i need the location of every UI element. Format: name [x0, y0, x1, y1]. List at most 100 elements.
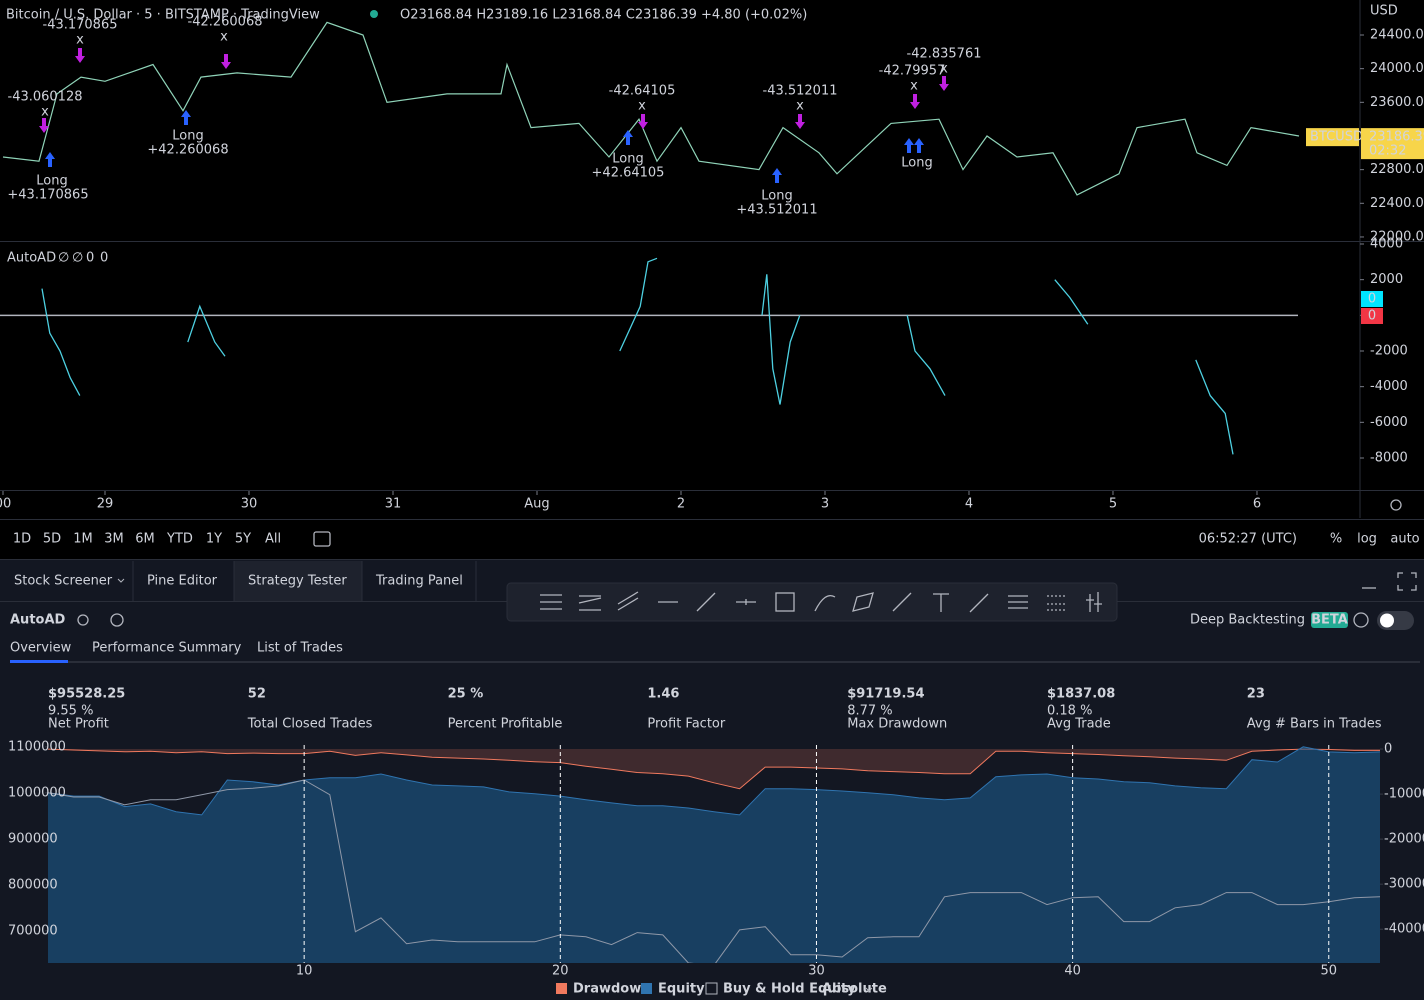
indicator-tick-label: -6000	[1370, 415, 1408, 430]
dropdown-caret	[117, 578, 125, 583]
y-tick-label: 700000	[8, 923, 58, 938]
scale-option[interactable]: %	[1330, 532, 1342, 547]
legend-swatch	[556, 983, 567, 994]
tool-icon[interactable]	[1086, 592, 1102, 612]
trade-annotation: x	[220, 30, 228, 45]
indicator-legend-value: ∅	[58, 251, 69, 266]
legend-label[interactable]: Equity	[658, 982, 705, 997]
trade-annotation: x	[796, 99, 804, 114]
tool-icon[interactable]	[892, 592, 912, 612]
tool-icon[interactable]	[1047, 595, 1067, 611]
time-tick-label: 6	[1253, 497, 1261, 512]
stat-value: 25 %	[448, 687, 484, 702]
y2-tick-label: -400000	[1384, 922, 1424, 937]
drawing-toolbar[interactable]	[506, 582, 1118, 622]
tool-icon[interactable]	[578, 595, 602, 611]
trade-annotation: +42.260068	[147, 143, 228, 158]
indicator-tick-label: 4000	[1370, 236, 1403, 251]
subtab[interactable]: List of Trades	[257, 641, 343, 656]
y2-tick-label: -100000	[1384, 787, 1424, 802]
range-button[interactable]: 5D	[43, 532, 61, 547]
y2-tick-label: 0	[1384, 742, 1392, 757]
legend-label[interactable]: Buy & Hold Equity	[723, 982, 856, 997]
panel-tab[interactable]: Stock Screener	[14, 574, 113, 589]
time-tick-label: 30	[241, 497, 258, 512]
tool-icon[interactable]	[736, 599, 756, 605]
help-icon[interactable]	[1353, 612, 1369, 628]
maximize-icon[interactable]	[1397, 572, 1417, 591]
tool-icon[interactable]	[696, 592, 716, 612]
subtab[interactable]: Overview	[10, 641, 72, 656]
exit-arrow	[910, 94, 920, 109]
trade-annotation: +43.170865	[7, 188, 88, 203]
price-tick-label: 22800.00	[1370, 162, 1424, 177]
indicator-line	[41, 257, 1234, 455]
stat-label: Total Closed Trades	[247, 717, 373, 732]
tool-icon[interactable]	[969, 593, 989, 613]
y-tick-label: 800000	[8, 877, 58, 892]
x-tick-label: 10	[296, 964, 313, 979]
alert-icon[interactable]	[110, 613, 124, 627]
exit-arrow	[39, 118, 49, 133]
price-tag-countdown: 02:32	[1369, 144, 1406, 159]
time-tick-label: 3	[821, 497, 829, 512]
range-button[interactable]: 3M	[104, 532, 124, 547]
scale-option[interactable]: auto	[1390, 532, 1419, 547]
stat-value: 52	[248, 687, 266, 702]
toggle-knob	[1380, 613, 1394, 628]
indicator-axis-tag-box	[1361, 308, 1383, 324]
tool-icon[interactable]	[814, 594, 836, 612]
deep-backtesting-label: Deep Backtesting	[1190, 613, 1305, 628]
legend-mode-caret	[865, 987, 873, 992]
time-tick-label: 5	[1109, 497, 1117, 512]
beta-badge	[1311, 612, 1348, 628]
legend-mode[interactable]: Absolute	[822, 982, 887, 997]
entry-arrow	[623, 130, 633, 145]
time-tick-label: 4	[965, 497, 973, 512]
indicator-legend-value: 0	[100, 251, 108, 266]
stat-label: Max Drawdown	[847, 717, 947, 732]
legend-label[interactable]: Drawdown	[573, 982, 651, 997]
entry-arrow	[45, 152, 55, 167]
range-button[interactable]: All	[265, 532, 281, 547]
range-button[interactable]: YTD	[166, 532, 193, 547]
indicator-legend-value: ∅	[72, 251, 83, 266]
buy-hold-line	[48, 779, 1380, 963]
tool-icon[interactable]	[617, 591, 639, 611]
range-button[interactable]: 5Y	[235, 532, 251, 547]
indicator-axis-tag: 0	[1368, 292, 1376, 307]
tool-icon[interactable]	[1008, 595, 1028, 609]
tool-icon[interactable]	[933, 593, 949, 612]
tool-icon[interactable]	[540, 594, 562, 610]
range-button[interactable]: 1D	[13, 532, 31, 547]
panel-tab[interactable]: Trading Panel	[375, 574, 463, 589]
indicator-tick-label: -2000	[1370, 343, 1408, 358]
range-button[interactable]: 1Y	[206, 532, 222, 547]
drawdown-line	[48, 748, 1380, 790]
trade-annotation: +42.64105	[592, 166, 665, 181]
stat-label: Percent Profitable	[448, 717, 563, 732]
tool-icon[interactable]	[852, 592, 874, 612]
settings-icon[interactable]	[77, 614, 89, 626]
equity-line	[48, 746, 1380, 816]
panel-tab[interactable]: Strategy Tester	[248, 574, 347, 589]
price-tick-label: 24400.00	[1370, 28, 1424, 43]
clock: 06:52:27 (UTC)	[1199, 532, 1297, 547]
market-status-dot	[370, 10, 378, 18]
settings-icon[interactable]	[1390, 499, 1402, 511]
range-button[interactable]: 6M	[135, 532, 155, 547]
price-tag-symbol: BTCUSD	[1310, 130, 1363, 145]
price-tick-label: 24000.00	[1370, 61, 1424, 76]
exit-arrow	[638, 114, 648, 129]
equity-area	[48, 746, 1380, 963]
date-range-icon[interactable]	[313, 531, 331, 547]
symbol-title: Bitcoin / U.S. Dollar · 5 · BITSTAMP · T…	[6, 8, 320, 23]
panel-tab[interactable]: Pine Editor	[147, 574, 218, 589]
subtab[interactable]: Performance Summary	[92, 641, 242, 656]
scale-option[interactable]: log	[1357, 532, 1377, 547]
range-button[interactable]: 1M	[73, 532, 93, 547]
tool-icon[interactable]	[775, 592, 795, 612]
exit-arrow	[939, 76, 949, 91]
stat-label: Profit Factor	[647, 717, 725, 732]
stat-value: 23	[1247, 687, 1265, 702]
